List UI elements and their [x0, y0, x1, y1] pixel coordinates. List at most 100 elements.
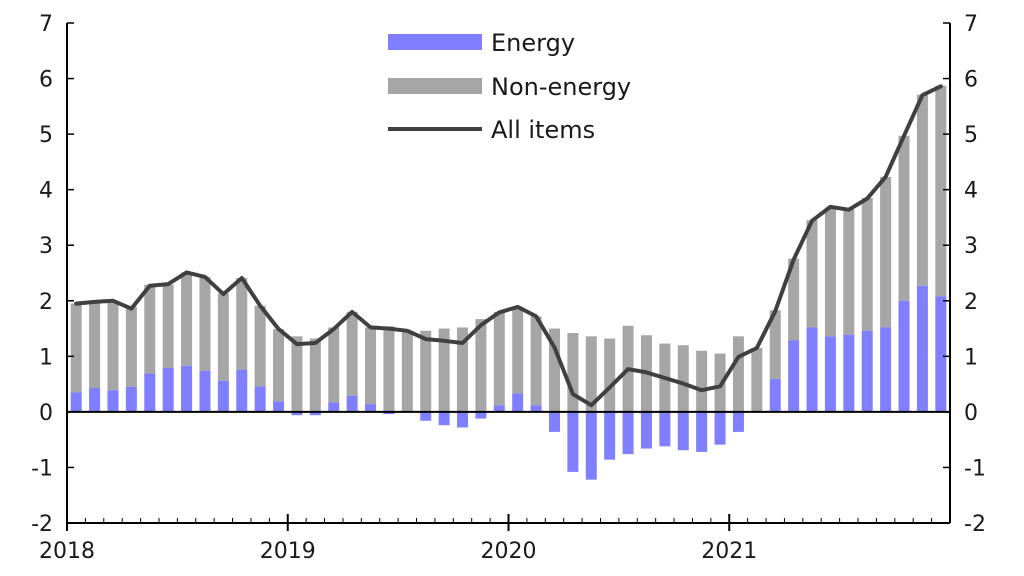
non-energy-bar — [567, 333, 579, 412]
energy-bar — [567, 411, 579, 472]
non-energy-bar — [365, 327, 377, 405]
non-energy-bar — [604, 338, 616, 412]
energy-bar — [217, 380, 229, 412]
energy-bar — [144, 373, 156, 412]
right-y-tick-label: 1 — [964, 345, 978, 370]
right-y-tick-label: 3 — [964, 234, 978, 259]
non-energy-bar — [144, 284, 156, 374]
all-items-line — [74, 84, 943, 408]
non-energy-bar — [916, 94, 928, 286]
energy-bar — [916, 285, 928, 412]
x-tick-label: 2020 — [481, 539, 537, 564]
legend-energy-swatch — [388, 34, 482, 50]
energy-bar — [861, 330, 873, 412]
non-energy-bar — [788, 258, 800, 341]
energy-bar — [732, 411, 744, 432]
energy-bar — [843, 334, 855, 412]
energy-bar — [346, 395, 358, 412]
non-energy-bar — [328, 327, 340, 403]
non-energy-bar — [273, 329, 285, 402]
energy-bar — [604, 411, 616, 460]
non-energy-bar — [824, 207, 836, 337]
non-energy-bar — [181, 272, 193, 366]
non-energy-bar — [585, 336, 597, 412]
energy-bar — [769, 379, 781, 412]
non-energy-bar — [696, 350, 708, 412]
x-tick-label: 2019 — [260, 539, 316, 564]
non-energy-bar — [457, 327, 469, 412]
energy-bar — [622, 411, 634, 455]
left-y-tick-label: 6 — [39, 68, 53, 93]
non-energy-bar — [769, 310, 781, 380]
right-y-tick-label: 6 — [964, 68, 978, 93]
energy-bar — [328, 402, 340, 412]
energy-bar — [199, 370, 211, 412]
energy-bar — [806, 327, 818, 412]
energy-bar — [89, 388, 101, 412]
left-y-tick-label: -2 — [31, 512, 53, 537]
energy-bar — [512, 393, 524, 412]
non-energy-bar — [107, 300, 119, 391]
non-energy-bar — [70, 303, 82, 393]
energy-bar — [788, 340, 800, 412]
non-energy-bar — [530, 316, 542, 406]
left-y-tick-label: 3 — [39, 234, 53, 259]
non-energy-bar — [677, 345, 689, 412]
energy-bar — [548, 411, 560, 432]
non-energy-bar — [217, 293, 229, 381]
energy-bar — [659, 411, 671, 447]
energy-bar — [935, 296, 947, 412]
legend-label: All items — [491, 116, 595, 144]
energy-bar — [898, 300, 910, 412]
energy-bar — [365, 404, 377, 412]
energy-bar — [457, 411, 469, 428]
energy-bar — [125, 386, 137, 412]
left-y-tick-label: 0 — [39, 401, 53, 426]
energy-bar — [162, 368, 174, 412]
legend: Energy Non-energy All items — [388, 29, 631, 144]
right-y-tick-label: 4 — [964, 179, 978, 204]
energy-bar — [475, 411, 487, 419]
non-energy-bar — [420, 330, 432, 412]
energy-bar — [291, 411, 303, 416]
non-energy-bar — [89, 302, 101, 388]
legend-label: Energy — [491, 29, 575, 57]
non-energy-bar — [383, 326, 395, 412]
non-energy-bar — [898, 135, 910, 301]
energy-bar — [677, 411, 689, 451]
non-energy-bar — [512, 306, 524, 394]
left-y-tick-label: 2 — [39, 290, 53, 315]
right-y-tick-label: 5 — [964, 123, 978, 148]
axes: -2 -2 -1 -1 0 0 1 1 2 2 3 3 4 4 5 5 6 6 7 7 2018 2019 2020 2021 — [31, 12, 986, 564]
non-energy-bar — [254, 305, 266, 387]
non-energy-bar — [162, 284, 174, 368]
energy-bar — [640, 411, 652, 449]
energy-bar — [438, 411, 450, 426]
non-energy-bar — [880, 176, 892, 328]
energy-bar — [585, 411, 597, 480]
right-y-tick-label: -2 — [964, 512, 986, 537]
x-tick-label: 2021 — [701, 539, 757, 564]
left-y-tick-label: 7 — [39, 12, 53, 37]
energy-bar — [309, 411, 321, 416]
non-energy-bar — [843, 209, 855, 335]
non-energy-bar — [732, 336, 744, 412]
energy-bar — [530, 405, 542, 412]
non-energy-bar — [125, 306, 137, 387]
non-energy-bar — [401, 330, 413, 412]
energy-bar — [880, 327, 892, 412]
energy-bar — [493, 405, 505, 412]
right-y-tick-label: -1 — [964, 456, 986, 481]
legend-label: Non-energy — [491, 73, 631, 101]
energy-bar — [273, 401, 285, 412]
non-energy-bar — [438, 328, 450, 412]
non-energy-bar — [475, 319, 487, 412]
non-energy-bar — [935, 85, 947, 297]
energy-bar — [714, 411, 726, 445]
non-energy-bar — [806, 220, 818, 328]
non-energy-bar — [548, 328, 560, 412]
energy-bar — [181, 365, 193, 412]
x-tick-label: 2018 — [39, 539, 95, 564]
energy-bar — [420, 411, 432, 421]
legend-non-energy-swatch — [388, 78, 482, 94]
